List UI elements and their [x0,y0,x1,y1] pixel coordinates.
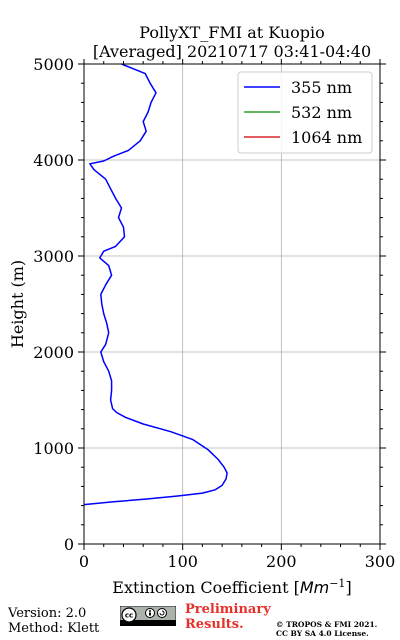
series-line-1 [83,63,228,506]
sa-icon [157,608,167,618]
y-tick-label: 3000 [33,247,74,266]
y-tick-label: 4000 [33,151,74,170]
legend-label-1: 355 nm [291,78,352,97]
y-tick-label: 1000 [33,439,74,458]
x-axis-label-close: ] [345,578,351,597]
copyright-line1: © TROPOS & FMI 2021. [276,620,378,629]
legend: 355 nm 532 nm 1064 nm [237,71,373,154]
cc-by-sa-badge: cc [120,606,176,626]
method-label: Method: Klett [8,621,100,636]
x-tick-label: 100 [167,552,198,571]
x-tick-label: 0 [79,552,89,571]
svg-text:cc: cc [125,612,133,620]
y-tick-label: 0 [64,535,74,554]
x-axis-label-exp: −1 [329,577,345,590]
preliminary-results-label: Preliminary Results. [185,602,271,632]
y-axis-label: Height (m) [8,260,27,348]
version-label: Version: 2.0 [8,606,87,621]
cc-icon [121,607,137,623]
legend-box [237,71,373,154]
x-axis-label-unit: Mm [300,578,329,597]
x-tick-label: 200 [266,552,297,571]
plot-frame [83,63,381,545]
series-layer [83,63,228,506]
preliminary-line2: Results. [185,617,244,632]
legend-label-2: 532 nm [291,103,352,122]
copyright-notice: © TROPOS & FMI 2021. CC BY SA 4.0 Licens… [276,620,377,638]
x-tick-label: 300 [365,552,396,571]
x-axis-label: Extinction Coefficient [Mm−1] [112,577,351,597]
chart: PollyXT_FMI at Kuopio [Averaged] 2021071… [8,23,395,597]
y-tick-label: 5000 [33,55,74,74]
preliminary-line1: Preliminary [185,602,271,617]
copyright-line2: CC BY SA 4.0 License. [276,629,369,638]
x-axis-label-text: Extinction Coefficient [ [112,578,300,597]
y-tick-label: 2000 [33,343,74,362]
legend-label-3: 1064 nm [291,128,362,147]
ticks [78,59,386,550]
chart-subtitle: [Averaged] 20210717 03:41-04:40 [93,42,371,61]
chart-title: PollyXT_FMI at Kuopio [139,23,325,42]
